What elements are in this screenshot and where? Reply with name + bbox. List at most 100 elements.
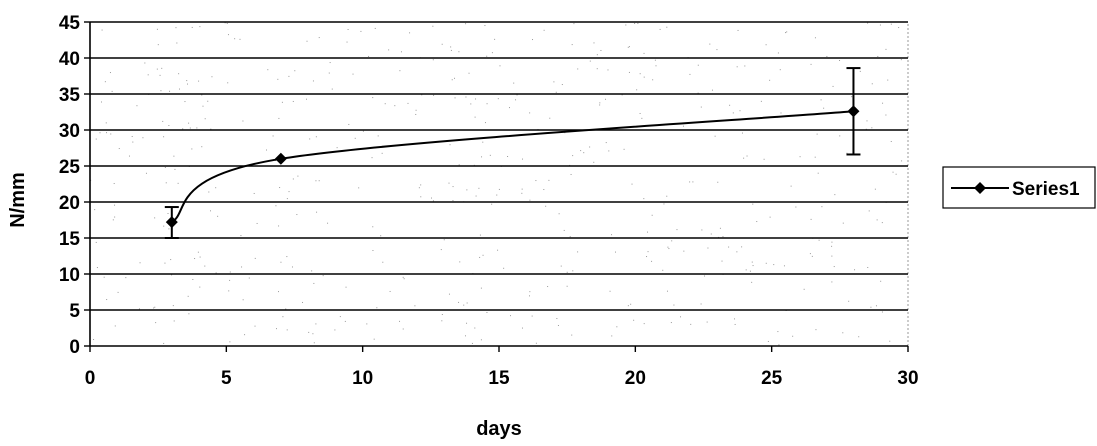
plot-speckle <box>670 322 672 324</box>
plot-speckle <box>204 265 206 267</box>
plot-speckle <box>868 210 870 212</box>
plot-speckle <box>491 203 493 205</box>
plot-speckle <box>548 179 550 181</box>
plot-speckle <box>441 320 443 322</box>
legend: Series1 <box>942 166 1096 209</box>
plot-speckle <box>577 251 579 253</box>
plot-speckle <box>281 101 283 103</box>
plot-speckle <box>474 116 476 118</box>
plot-speckle <box>156 68 158 70</box>
plot-speckle <box>900 59 902 61</box>
plot-speckle <box>174 168 176 170</box>
plot-speckle <box>145 172 147 174</box>
plot-speckle <box>286 329 288 331</box>
plot-speckle <box>482 254 484 256</box>
plot-speckle <box>279 187 281 189</box>
plot-speckle <box>555 91 557 93</box>
plot-speckle <box>647 251 649 253</box>
plot-speckle <box>561 84 563 86</box>
plot-area <box>89 21 909 347</box>
plot-speckle <box>315 323 317 325</box>
plot-speckle <box>479 256 481 258</box>
plot-speckle <box>308 331 310 333</box>
plot-speckle <box>515 99 517 101</box>
plot-speckle <box>199 286 201 288</box>
plot-speckle <box>521 192 523 194</box>
plot-speckle <box>765 262 767 264</box>
plot-speckle <box>497 249 499 251</box>
plot-speckle <box>741 132 743 134</box>
plot-speckle <box>328 72 330 74</box>
plot-speckle <box>756 221 758 223</box>
plot-speckle <box>531 315 533 317</box>
plot-speckle <box>103 276 105 278</box>
plot-speckle <box>662 269 664 271</box>
plot-speckle <box>366 323 368 325</box>
plot-speckle <box>898 27 900 29</box>
plot-speckle <box>535 342 537 344</box>
plot-speckle <box>106 299 108 301</box>
plot-speckle <box>704 275 706 277</box>
plot-speckle <box>746 155 748 157</box>
plot-speckle <box>331 88 333 90</box>
plot-speckle <box>244 334 246 336</box>
plot-speckle <box>292 100 294 102</box>
plot-speckle <box>621 94 623 96</box>
plot-speckle <box>95 241 97 243</box>
plot-speckle <box>208 191 210 193</box>
plot-speckle <box>711 89 713 91</box>
plot-speckle <box>516 94 518 96</box>
plot-speckle <box>777 52 779 54</box>
plot-speckle <box>668 248 670 250</box>
plot-speckle <box>503 267 505 269</box>
axes <box>84 21 909 352</box>
plot-speckle <box>667 246 669 248</box>
plot-speckle <box>589 146 591 148</box>
plot-speckle <box>877 55 879 57</box>
plot-speckle <box>201 146 203 148</box>
plot-speckle <box>465 23 467 25</box>
plot-speckle <box>752 265 754 267</box>
plot-speckle <box>809 253 811 255</box>
plot-speckle <box>254 257 256 259</box>
plot-speckle <box>254 325 256 327</box>
plot-speckle <box>673 304 675 306</box>
plot-speckle <box>734 323 736 325</box>
plot-speckle <box>454 77 456 79</box>
plot-speckle <box>839 135 841 137</box>
plot-speckle <box>628 71 630 73</box>
plot-speckle <box>543 189 545 191</box>
plot-speckle <box>280 261 282 263</box>
plot-speckle <box>296 214 298 216</box>
plot-speckle <box>498 188 500 190</box>
plot-speckle <box>382 261 384 263</box>
plot-speckle <box>354 137 356 139</box>
plot-speckle <box>217 215 219 217</box>
plot-speckle <box>560 265 562 267</box>
plot-speckle <box>248 277 250 279</box>
plot-speckle <box>589 60 591 62</box>
plot-speckle <box>372 226 374 228</box>
plot-speckle <box>522 158 524 160</box>
plot-speckle <box>553 81 555 83</box>
plot-speckle <box>769 216 771 218</box>
plot-speckle <box>870 306 872 308</box>
plot-speckle <box>211 76 213 78</box>
plot-speckle <box>275 205 277 207</box>
plot-speckle <box>842 222 844 224</box>
plot-speckle <box>749 270 751 272</box>
plot-speckle <box>286 256 288 258</box>
plot-speckle <box>616 326 618 328</box>
plot-speckle <box>402 328 404 330</box>
plot-speckle <box>199 26 201 28</box>
plot-speckle <box>651 214 653 216</box>
plot-speckle <box>556 318 558 320</box>
plot-speckle <box>242 299 244 301</box>
plot-speckle <box>227 34 229 36</box>
plot-speckle <box>450 49 452 51</box>
plot-speckle <box>345 286 347 288</box>
plot-speckle <box>471 342 473 344</box>
plot-speckle <box>93 339 95 341</box>
plot-speckle <box>132 141 134 143</box>
plot-speckle <box>432 200 434 202</box>
